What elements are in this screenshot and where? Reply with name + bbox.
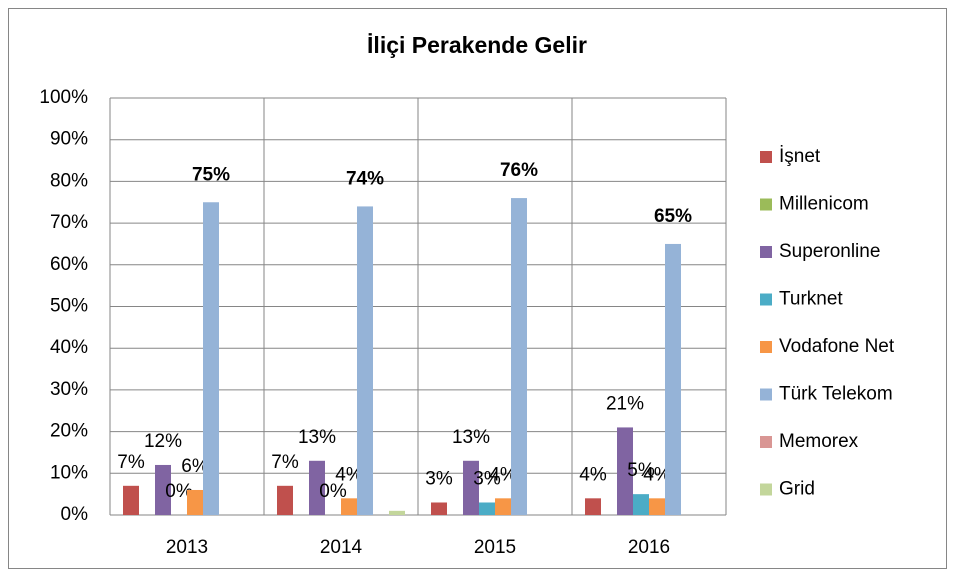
legend-swatch <box>760 388 772 401</box>
data-label: 0% <box>319 481 347 502</box>
legend-swatch <box>760 483 772 496</box>
legend-label: Türk Telekom <box>779 384 893 405</box>
y-tick-label: 50% <box>50 296 88 317</box>
data-label: 4% <box>643 464 671 485</box>
bar <box>277 485 293 515</box>
bar <box>203 202 219 515</box>
bar <box>463 460 479 515</box>
bar <box>389 510 405 515</box>
bar <box>431 502 447 515</box>
legend-swatch <box>760 293 772 306</box>
x-tick-label: 2013 <box>166 537 208 558</box>
y-tick-label: 70% <box>50 212 88 233</box>
bar <box>633 494 649 515</box>
legend-label: Vodafone Net <box>779 336 895 357</box>
legend-swatch <box>760 151 772 163</box>
bar <box>479 502 495 515</box>
data-label: 75% <box>192 164 230 185</box>
legend-label: Turknet <box>779 289 843 310</box>
legend-label: İşnet <box>779 146 821 167</box>
data-label: 6% <box>181 456 209 477</box>
bar <box>649 498 665 515</box>
data-label: 65% <box>654 206 692 227</box>
legend-swatch <box>760 341 772 353</box>
data-label: 13% <box>452 427 490 448</box>
bar <box>511 198 527 515</box>
y-tick-label: 30% <box>50 379 88 400</box>
data-label: 74% <box>346 168 384 189</box>
bar <box>123 485 139 515</box>
y-tick-label: 40% <box>50 337 88 358</box>
data-label: 21% <box>606 393 644 414</box>
bar <box>617 427 633 515</box>
bar <box>495 498 511 515</box>
legend-swatch <box>760 436 772 448</box>
y-tick-label: 60% <box>50 254 88 275</box>
legend-swatch <box>760 246 772 258</box>
data-label: 4% <box>335 464 363 485</box>
data-label: 3% <box>473 469 501 490</box>
legend-label: Grid <box>779 479 815 500</box>
y-tick-label: 0% <box>61 504 89 525</box>
data-label: 0% <box>165 481 193 502</box>
legend-label: Memorex <box>779 431 859 452</box>
bar <box>665 243 681 515</box>
y-tick-label: 10% <box>50 462 88 483</box>
data-label: 13% <box>298 427 336 448</box>
bar <box>357 206 373 516</box>
data-label: 7% <box>271 452 299 473</box>
data-label: 3% <box>425 469 453 490</box>
data-label: 4% <box>579 464 607 485</box>
legend-label: Millenicom <box>779 194 869 215</box>
data-label: 7% <box>117 452 145 473</box>
y-tick-label: 90% <box>50 129 88 150</box>
y-tick-label: 100% <box>39 87 88 108</box>
data-label: 5% <box>627 460 655 481</box>
data-label: 76% <box>500 160 538 181</box>
legend-swatch <box>760 198 772 211</box>
x-tick-label: 2014 <box>320 537 363 558</box>
x-tick-label: 2016 <box>628 537 670 558</box>
chart-title: İliçi Perakende Gelir <box>367 32 587 58</box>
bar <box>187 489 203 515</box>
data-label: 4% <box>489 464 517 485</box>
bar <box>155 464 171 515</box>
y-tick-label: 80% <box>50 170 88 191</box>
bar <box>585 498 601 515</box>
bar <box>309 460 325 515</box>
data-label: 12% <box>144 431 182 452</box>
legend-label: Superonline <box>779 241 880 262</box>
x-tick-label: 2015 <box>474 537 516 558</box>
y-tick-label: 20% <box>50 421 88 442</box>
bar <box>341 498 357 515</box>
